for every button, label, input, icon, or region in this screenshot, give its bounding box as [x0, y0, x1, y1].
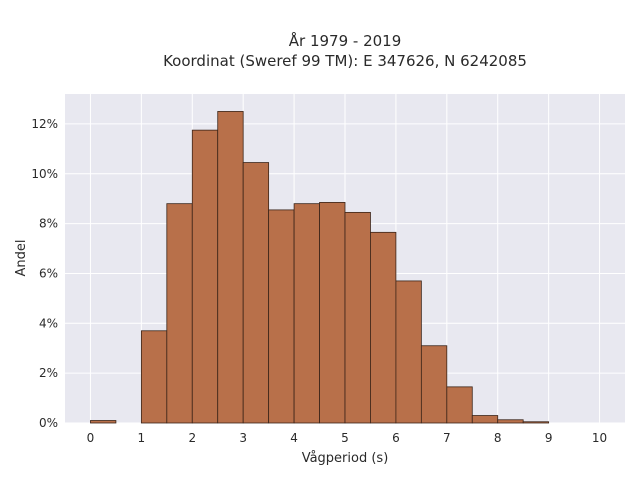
x-tick-label: 0 — [87, 431, 95, 445]
histogram-bar-8 — [293, 203, 320, 424]
bars — [90, 111, 550, 424]
histogram-bar-14 — [446, 386, 473, 424]
x-tick-label: 3 — [239, 431, 247, 445]
x-tick-labels: 0 1 2 3 4 5 6 7 8 9 10 — [87, 431, 608, 445]
histogram-bar-13 — [420, 345, 448, 424]
y-tick-label: 10% — [31, 167, 58, 181]
histogram-bar-0 — [90, 420, 117, 424]
histogram-bar-4 — [191, 129, 219, 424]
histogram-bar-6 — [242, 162, 270, 424]
histogram-bar-15 — [471, 415, 499, 424]
chart-title-line-2: Koordinat (Sweref 99 TM): E 347626, N 62… — [163, 52, 527, 70]
y-axis-label: Andel — [14, 240, 29, 277]
histogram-bar-2 — [140, 330, 168, 424]
histogram-bar-9 — [319, 202, 346, 424]
y-tick-label: 6% — [39, 266, 58, 280]
x-tick-label: 6 — [392, 431, 400, 445]
y-tick-label: 4% — [39, 316, 58, 330]
x-tick-label: 10 — [592, 431, 607, 445]
histogram-bar-11 — [370, 231, 397, 424]
x-tick-label: 8 — [494, 431, 502, 445]
x-tick-label: 2 — [188, 431, 196, 445]
y-tick-label: 2% — [39, 366, 58, 380]
histogram-bar-10 — [344, 211, 371, 424]
x-tick-label: 7 — [443, 431, 451, 445]
x-tick-label: 9 — [545, 431, 553, 445]
histogram-bar-12 — [395, 280, 422, 424]
y-tick-label: 12% — [31, 117, 58, 131]
y-tick-label: 0% — [39, 416, 58, 430]
histogram-bar-7 — [268, 209, 295, 424]
x-axis-label: Vågperiod (s) — [302, 451, 389, 466]
y-tick-label: 8% — [39, 217, 58, 231]
histogram-bar-5 — [217, 111, 244, 424]
histogram-bar-3 — [166, 203, 193, 424]
y-tick-labels: 0% 2% 4% 6% 8% 10% 12% — [31, 117, 58, 430]
histogram-bar-16 — [497, 419, 524, 424]
x-tick-label: 4 — [290, 431, 298, 445]
x-tick-label: 1 — [138, 431, 146, 445]
histogram-bar-17 — [522, 421, 550, 424]
chart-title-line-1: År 1979 - 2019 — [289, 31, 402, 50]
x-tick-label: 5 — [341, 431, 349, 445]
